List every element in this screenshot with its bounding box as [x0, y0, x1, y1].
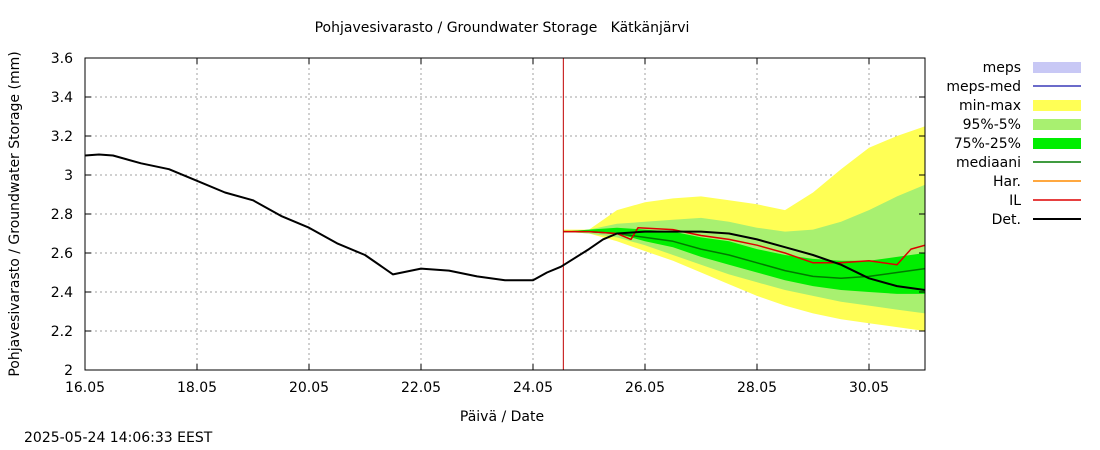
generated-timestamp: 2025-05-24 14:06:33 EEST	[24, 430, 213, 446]
legend-label: 95%-5%	[963, 117, 1021, 133]
y-tick-label: 3.4	[51, 90, 73, 106]
y-tick-label: 2.2	[51, 324, 73, 340]
x-tick-label: 22.05	[401, 380, 441, 396]
x-tick-label: 18.05	[177, 380, 217, 396]
axis-ticks: 16.05 18.05 20.05 22.05 24.05 26.05 28.05 30.05…	[51, 51, 925, 396]
y-tick-label: 3.6	[51, 51, 73, 67]
y-axis-label: Pohjavesivarasto / Groundwater Storage (…	[7, 51, 23, 376]
x-tick-label: 28.05	[737, 380, 777, 396]
legend-label: mediaani	[956, 155, 1021, 171]
legend-label: min-max	[959, 98, 1021, 114]
x-tick-label: 16.05	[65, 380, 105, 396]
legend-swatch	[1033, 138, 1081, 149]
series-line-det	[85, 153, 925, 291]
legend-label: IL	[1009, 193, 1021, 209]
x-axis-label: Päivä / Date	[460, 409, 544, 425]
y-tick-label: 2.8	[51, 207, 73, 223]
series-line-mediaani	[563, 230, 925, 280]
y-tick-label: 3.2	[51, 129, 73, 145]
legend-label: Det.	[992, 212, 1021, 228]
x-tick-label: 20.05	[289, 380, 329, 396]
legend-label: Har.	[993, 174, 1021, 190]
y-tick-label: 2.6	[51, 246, 73, 262]
y-tick-label: 3	[64, 168, 73, 184]
legend-label: meps-med	[946, 79, 1021, 95]
series-line-il	[563, 226, 925, 266]
legend-swatch	[1033, 119, 1081, 130]
legend: meps meps-med min-max 95%-5% 75%-25% mediaani…	[946, 60, 1081, 228]
legend-label: meps	[983, 60, 1021, 76]
y-tick-label: 2	[64, 363, 73, 379]
series-lines	[85, 58, 925, 370]
x-tick-label: 26.05	[625, 380, 665, 396]
x-tick-label: 24.05	[513, 380, 553, 396]
legend-label: 75%-25%	[954, 136, 1021, 152]
chart-title: Pohjavesivarasto / Groundwater Storage K…	[315, 20, 690, 36]
legend-swatch	[1033, 100, 1081, 111]
x-tick-label: 30.05	[849, 380, 889, 396]
legend-swatch	[1033, 62, 1081, 73]
y-tick-label: 2.4	[51, 285, 73, 301]
